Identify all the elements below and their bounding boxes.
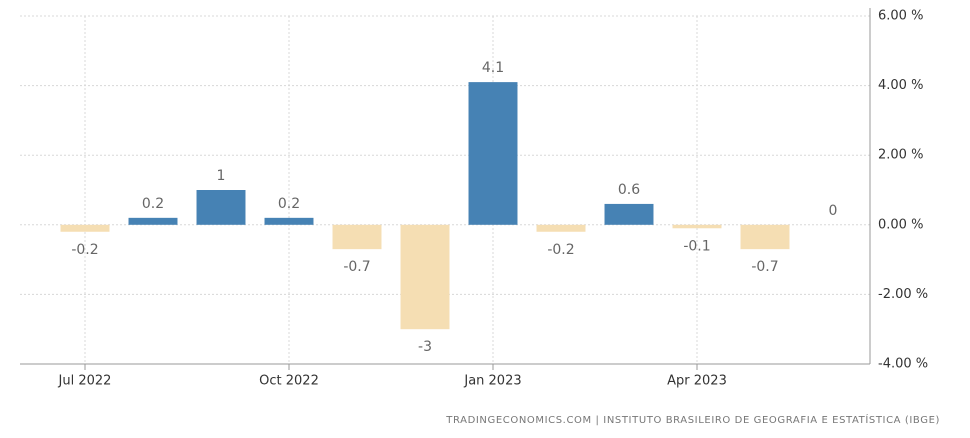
bar bbox=[468, 82, 518, 225]
value-label: -3 bbox=[418, 339, 432, 355]
value-label: 4.1 bbox=[482, 60, 504, 76]
bar bbox=[264, 217, 314, 225]
y-tick-label: 4.00 % bbox=[878, 78, 923, 93]
value-label: 0.6 bbox=[618, 182, 640, 198]
y-tick-label: 6.00 % bbox=[878, 9, 923, 24]
bar bbox=[604, 203, 654, 225]
y-tick-label: -2.00 % bbox=[878, 287, 928, 302]
value-label: -0.1 bbox=[683, 238, 710, 254]
bar bbox=[128, 217, 178, 225]
x-tick-label: Jan 2023 bbox=[463, 374, 521, 389]
y-tick-label: 0.00 % bbox=[878, 217, 923, 232]
value-label: -0.2 bbox=[547, 242, 574, 258]
value-label: -0.2 bbox=[71, 242, 98, 258]
bar bbox=[196, 190, 246, 225]
value-label: 1 bbox=[217, 168, 226, 184]
bar bbox=[672, 224, 722, 229]
bar bbox=[60, 224, 110, 232]
bar bbox=[400, 224, 450, 330]
y-tick-label: -4.00 % bbox=[878, 357, 928, 372]
y-tick-label: 2.00 % bbox=[878, 148, 923, 163]
value-label: -0.7 bbox=[751, 259, 778, 275]
bar bbox=[536, 224, 586, 232]
value-label: -0.7 bbox=[343, 259, 370, 275]
x-tick-label: Apr 2023 bbox=[667, 374, 727, 389]
bar bbox=[740, 224, 790, 250]
x-tick-label: Jul 2022 bbox=[58, 374, 112, 389]
value-label: 0.2 bbox=[142, 196, 164, 212]
source: TRADINGECONOMICS.COM | INSTITUTO BRASILE… bbox=[445, 413, 940, 426]
value-label: 0.2 bbox=[278, 196, 300, 212]
bar bbox=[332, 224, 382, 250]
value-label: 0 bbox=[829, 203, 838, 219]
x-tick-label: Oct 2022 bbox=[259, 374, 319, 389]
